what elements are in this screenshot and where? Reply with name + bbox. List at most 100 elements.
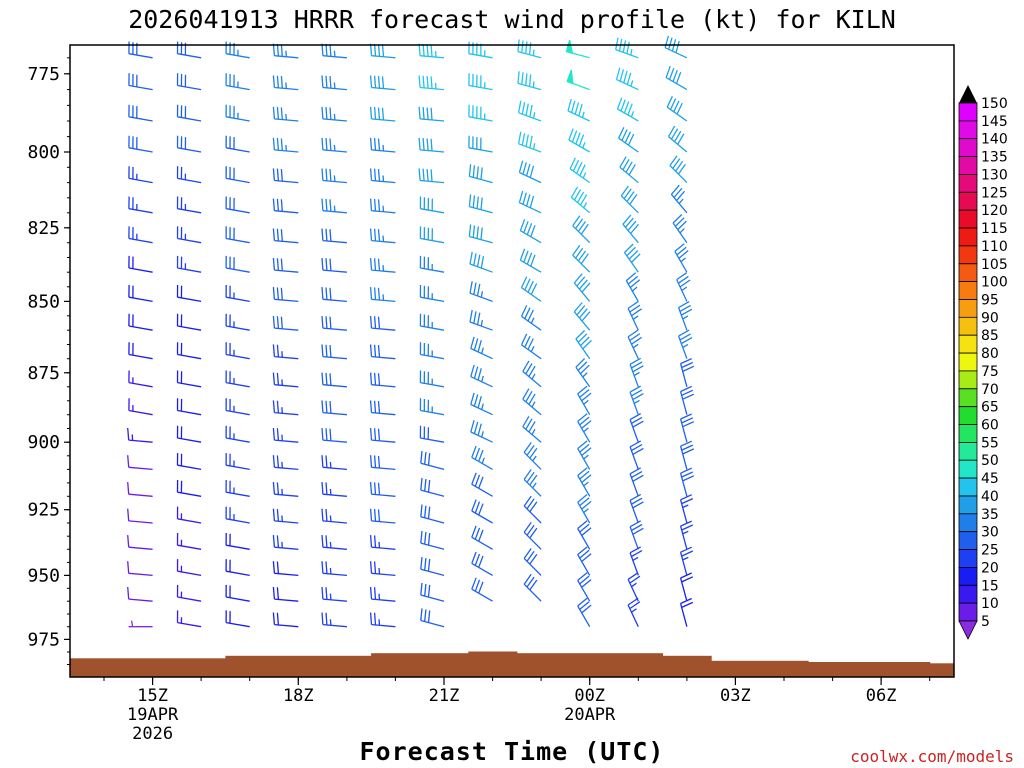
wind-barb <box>369 427 396 443</box>
wind-barb <box>627 329 642 359</box>
wind-barb <box>679 494 694 524</box>
wind-barb <box>619 156 639 184</box>
wind-barb <box>321 612 347 628</box>
wind-barb <box>625 272 641 302</box>
wind-barb <box>225 532 250 550</box>
wind-barb <box>369 287 396 303</box>
wind-barb <box>128 73 153 91</box>
colorbar-label: 5 <box>981 614 990 630</box>
colorbar-label: 85 <box>981 328 999 344</box>
colorbar-segment <box>958 567 978 586</box>
y-axis: 775 800 825 850 875 900 925 950 975 <box>27 57 70 665</box>
wind-barb <box>522 388 542 416</box>
colorbar-label: 10 <box>981 596 999 612</box>
colorbar-label: 60 <box>981 418 999 434</box>
colorbar-label: 90 <box>981 310 999 326</box>
x-tick-label: 03Z <box>720 686 751 706</box>
colorbar-label: 110 <box>981 239 1008 255</box>
wind-barb <box>128 196 153 214</box>
wind-barb <box>321 257 347 273</box>
wind-barb <box>321 372 347 388</box>
colorbar-label: 125 <box>981 185 1008 201</box>
wind-barb <box>176 453 202 471</box>
y-tick-label: 800 <box>27 142 60 163</box>
colorbar-segment <box>958 263 978 283</box>
x-tick-label: 18Z <box>283 686 314 706</box>
wind-barb <box>272 455 299 471</box>
wind-barb <box>470 392 493 416</box>
plot-frame <box>69 44 955 678</box>
wind-barb <box>127 482 153 497</box>
terrain-segment <box>929 663 955 677</box>
wind-barb <box>176 284 202 303</box>
wind-barb <box>418 75 445 91</box>
colorbar-segment <box>958 245 978 265</box>
x-tick-label: 06Z <box>866 686 897 706</box>
wind-barb <box>565 39 590 59</box>
wind-barb <box>679 413 695 443</box>
wind-barb <box>679 440 695 470</box>
wind-barb <box>176 610 202 628</box>
colorbar-label: 150 <box>981 96 1008 112</box>
wind-barb <box>419 370 445 388</box>
wind-barb <box>468 73 493 91</box>
x-tick-label: 00Z <box>574 686 605 706</box>
colorbar-label: 65 <box>981 400 999 416</box>
wind-barb <box>520 276 542 302</box>
wind-barb <box>225 255 250 273</box>
wind-barb <box>369 508 396 524</box>
wind-barb <box>419 196 445 214</box>
wind-barb <box>272 198 299 214</box>
wind-barb <box>225 479 250 497</box>
wind-barb <box>321 482 347 497</box>
colorbar-label: 70 <box>981 382 999 398</box>
wind-barb <box>468 164 493 184</box>
wind-barb <box>575 358 591 388</box>
colorbar-label: 25 <box>981 543 999 559</box>
wind-barb <box>622 214 639 244</box>
wind-barb <box>419 342 445 360</box>
wind-barb <box>418 137 445 153</box>
wind-barb <box>128 135 153 153</box>
wind-barb <box>629 493 644 524</box>
wind-barb <box>225 559 250 577</box>
wind-barb <box>420 477 445 497</box>
y-tick-label: 875 <box>27 363 60 384</box>
wind-barb <box>627 572 641 602</box>
wind-barb <box>225 398 250 416</box>
wind-barb <box>679 520 694 550</box>
wind-barb <box>176 479 202 497</box>
wind-barb <box>420 530 445 550</box>
wind-barb <box>568 128 591 153</box>
wind-barb <box>629 546 643 576</box>
y-tick-label: 925 <box>27 500 60 521</box>
colorbar-segment <box>958 459 978 479</box>
colorbar-top-arrow <box>959 85 977 103</box>
wind-barb <box>225 284 250 303</box>
wind-barb <box>468 41 493 59</box>
wind-barb <box>128 226 153 244</box>
wind-barb <box>569 157 591 184</box>
credit-text: coolwx.com/models <box>850 747 1014 766</box>
wind-barb <box>225 196 250 214</box>
wind-barb <box>369 257 396 273</box>
wind-barb <box>225 342 250 360</box>
wind-barb <box>674 243 689 273</box>
wind-barb <box>629 357 644 388</box>
wind-barb <box>470 336 493 360</box>
wind-barb <box>225 41 250 59</box>
terrain-segment <box>371 653 469 677</box>
wind-barb <box>669 155 688 184</box>
wind-barb <box>523 522 542 550</box>
wind-barb <box>575 330 592 360</box>
wind-barb <box>369 586 396 602</box>
wind-barb <box>176 73 202 91</box>
wind-barb <box>127 427 153 443</box>
wind-barb <box>577 413 592 443</box>
wind-barb <box>321 400 347 416</box>
colorbar-segment <box>958 406 978 426</box>
colorbar-segment <box>958 334 978 354</box>
x-axis-label: Forecast Time (UTC) <box>360 737 665 766</box>
